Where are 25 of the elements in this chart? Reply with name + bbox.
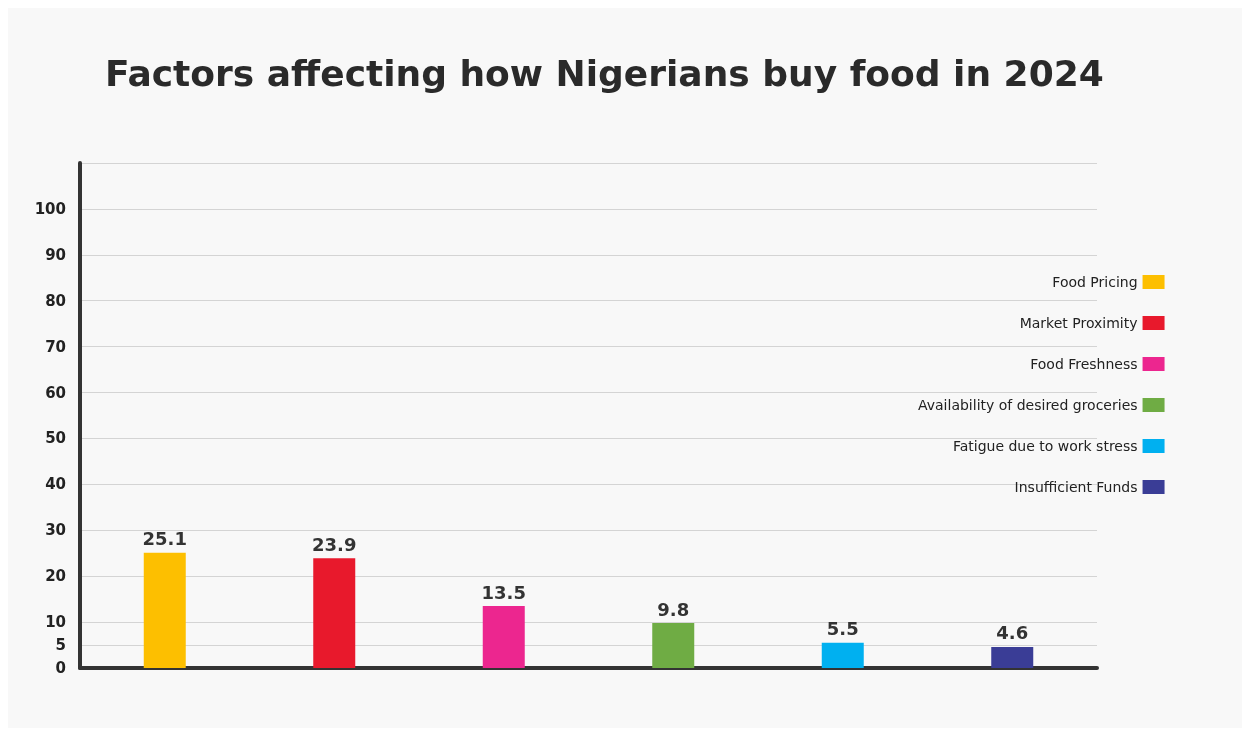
data-label: 13.5 — [481, 581, 526, 603]
y-tick-label: 5 — [55, 636, 66, 655]
y-tick-label: 10 — [45, 613, 66, 632]
legend-label: Availability of desired groceries — [917, 397, 1138, 413]
y-tick-label: 100 — [34, 199, 66, 218]
y-tick-label: 30 — [45, 521, 66, 540]
data-label: 25.1 — [142, 528, 187, 550]
data-label: 23.9 — [312, 533, 357, 555]
legend-label: Food Freshness — [1030, 356, 1138, 372]
data-label: 5.5 — [826, 618, 859, 640]
data-label: 9.8 — [657, 598, 690, 620]
chart-title: Factors affecting how Nigerians buy food in 2024 — [105, 52, 1104, 94]
legend-label: Fatigue due to work stress — [952, 438, 1138, 454]
y-tick-label: 60 — [45, 383, 66, 402]
y-tick-label: 90 — [45, 245, 66, 264]
y-tick-label: 80 — [45, 291, 66, 310]
legend-label: Food Pricing — [1052, 274, 1138, 290]
legend-label: Market Proximity — [1019, 315, 1138, 331]
y-tick-label: 50 — [45, 429, 66, 448]
data-label: 4.6 — [996, 622, 1029, 644]
y-tick-label: 40 — [45, 475, 66, 494]
y-tick-label: 70 — [45, 337, 66, 356]
y-tick-label: 0 — [55, 659, 66, 677]
y-tick-label: 20 — [45, 567, 66, 586]
legend-label: Insufficient Funds — [1014, 479, 1138, 495]
